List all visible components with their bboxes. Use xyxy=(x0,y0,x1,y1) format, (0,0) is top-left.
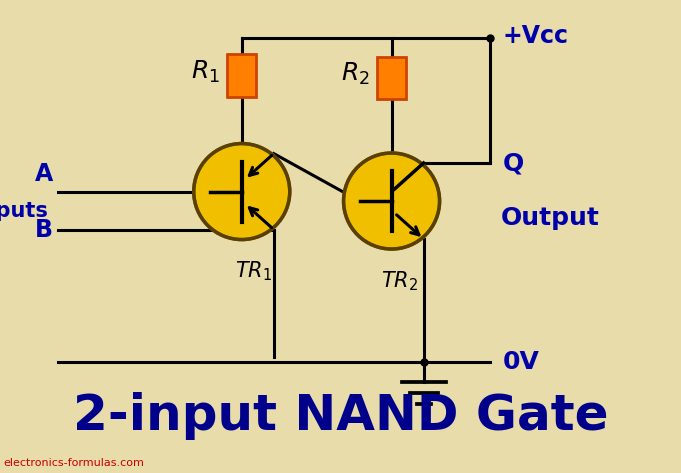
Text: 2-input NAND Gate: 2-input NAND Gate xyxy=(73,392,608,440)
FancyBboxPatch shape xyxy=(377,57,406,99)
Text: Q: Q xyxy=(503,151,524,175)
Text: Inputs: Inputs xyxy=(0,201,48,220)
Text: +Vcc: +Vcc xyxy=(503,24,569,48)
Text: A: A xyxy=(35,162,53,185)
Text: $R_1$: $R_1$ xyxy=(191,59,219,85)
Text: Output: Output xyxy=(501,206,599,230)
Text: $TR_1$: $TR_1$ xyxy=(235,260,272,283)
Text: $TR_2$: $TR_2$ xyxy=(381,269,418,293)
Text: B: B xyxy=(35,218,53,242)
Text: electronics-formulas.com: electronics-formulas.com xyxy=(3,458,144,468)
Circle shape xyxy=(194,144,289,239)
FancyBboxPatch shape xyxy=(227,54,256,97)
Circle shape xyxy=(344,153,439,249)
Text: 0V: 0V xyxy=(503,350,539,374)
Text: $R_2$: $R_2$ xyxy=(340,61,369,87)
